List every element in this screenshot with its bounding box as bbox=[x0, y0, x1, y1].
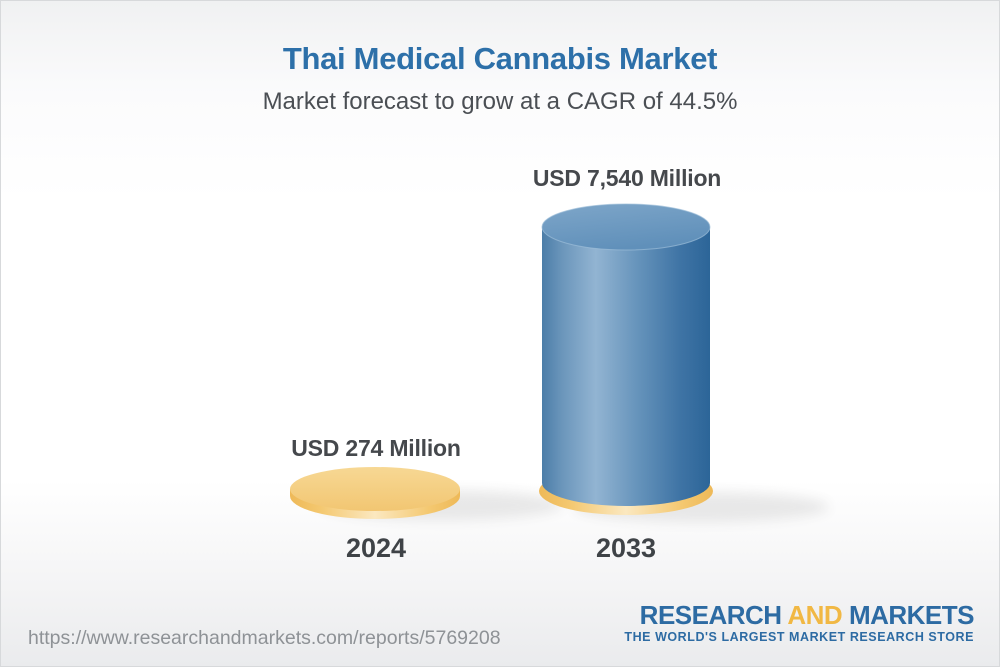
logo-tagline: THE WORLD'S LARGEST MARKET RESEARCH STOR… bbox=[624, 630, 974, 644]
logo-word-research: RESEARCH bbox=[639, 600, 782, 630]
report-url[interactable]: https://www.researchandmarkets.com/repor… bbox=[28, 627, 501, 649]
logo-word-markets: MARKETS bbox=[848, 600, 975, 630]
category-label-2033: 2033 bbox=[595, 533, 657, 563]
page-subtitle: Market forecast to grow at a CAGR of 44.… bbox=[262, 88, 738, 115]
research-and-markets-logo: RESEARCH AND MARKETS THE WORLD'S LARGEST… bbox=[624, 602, 974, 644]
logo-wordmark: RESEARCH AND MARKETS bbox=[624, 600, 975, 630]
bar-2024-cylinder bbox=[290, 467, 460, 519]
page-title: Thai Medical Cannabis Market bbox=[282, 41, 718, 76]
value-label-2033: USD 7,540 Million bbox=[532, 165, 722, 191]
value-label-2024: USD 274 Million bbox=[291, 435, 461, 461]
category-label-2024: 2024 bbox=[345, 533, 407, 563]
bar-2033-cylinder bbox=[539, 203, 713, 515]
logo-word-and: AND bbox=[787, 600, 843, 630]
